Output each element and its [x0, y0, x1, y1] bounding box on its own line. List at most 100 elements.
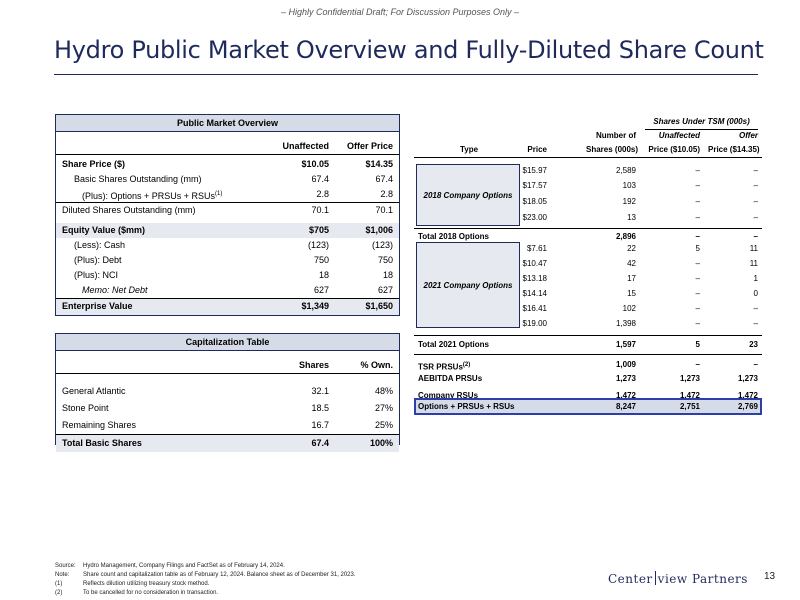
table-row: Share Price ($) $10.05 $14.35: [56, 157, 399, 172]
table-cell: –: [753, 166, 758, 175]
col-number-line2: Shares (000s): [586, 145, 639, 154]
table-cell: –: [753, 232, 758, 241]
centerview-logo: Center view Partners: [608, 571, 748, 586]
table-row: General Atlantic 32.1 48%: [56, 383, 399, 400]
row-value: 627: [377, 285, 393, 295]
row-label: Total Basic Shares: [62, 438, 142, 448]
col-number-line1: Number of: [596, 131, 636, 140]
public-market-overview-panel: Public Market Overview Unaffected Offer …: [55, 114, 400, 316]
table-cell: 17: [627, 274, 636, 283]
table-row: Total Basic Shares 67.4 100%: [56, 434, 399, 452]
options-2018-rows: $15.97 2,589 – – $17.57 103 – – $18.05 192 – – $2…: [414, 164, 762, 244]
table-cell: –: [695, 304, 700, 313]
title-divider: [54, 74, 758, 75]
row-value: 25%: [374, 420, 393, 430]
table-cell: 2,751: [679, 402, 700, 411]
table-cell: $23.00: [522, 213, 547, 222]
table-row: Diluted Shares Outstanding (mm) 70.1 70.…: [56, 202, 399, 218]
table-cell: Company RSUs: [418, 391, 479, 400]
col-shares: Shares: [298, 360, 329, 370]
row-value: 48%: [374, 386, 393, 396]
panel-header: Capitalization Table: [56, 334, 399, 351]
footnote: (1) Reflects dilution utilizing treasury …: [55, 581, 210, 587]
page-title: Hydro Public Market Overview and Fully-D…: [54, 36, 764, 64]
table-cell: Options + PRSUs + RSUs: [418, 402, 515, 411]
row-value: $1,349: [301, 301, 329, 311]
table-cell: $13.18: [522, 274, 547, 283]
column-header-row: Type Price Number of Shares (000s) Unaff…: [414, 129, 762, 158]
table-cell: –: [695, 213, 700, 222]
table-cell: –: [695, 274, 700, 283]
table-row: $19.00 1,398 – –: [414, 316, 762, 331]
table-cell: 1: [753, 274, 758, 283]
table-cell: 8,247: [615, 402, 636, 411]
table-cell: $7.61: [526, 244, 547, 253]
table-cell: 0: [753, 289, 758, 298]
col-offer-price: Offer Price: [346, 141, 393, 151]
table-cell: –: [695, 181, 700, 190]
table-cell: –: [753, 181, 758, 190]
table-cell: 2,769: [737, 402, 758, 411]
table-row: $14.14 15 – 0: [414, 286, 762, 301]
table-cell: Total 2021 Options: [418, 340, 489, 349]
table-cell: –: [753, 360, 758, 369]
table-cell: 1,273: [679, 374, 700, 383]
table-cell: 1,472: [737, 391, 758, 400]
row-label: (Less): Cash: [74, 240, 126, 250]
row-value: (123): [371, 240, 393, 250]
row-value: 16.7: [311, 420, 329, 430]
row-value: $1,650: [365, 301, 393, 311]
row-value: 18: [318, 270, 329, 280]
col-unaffected-line1: Unaffected: [658, 131, 700, 140]
table-cell: 1,472: [615, 391, 636, 400]
col-price: Price: [527, 145, 547, 154]
table-cell: 102: [622, 304, 636, 313]
table-cell: 13: [627, 213, 636, 222]
options-2021-rows: $7.61 22 5 11 $10.47 42 – 11 $13.18 17 – 1 $14.14…: [414, 242, 762, 405]
table-row: $17.57 103 – –: [414, 178, 762, 194]
page-number: 13: [764, 571, 776, 582]
row-label: Memo: Net Debt: [82, 285, 148, 295]
row-label: (Plus): Debt: [74, 255, 122, 265]
column-header-row: Unaffected Offer Price: [56, 132, 399, 155]
table-row: Memo: Net Debt 627 627: [56, 283, 399, 298]
table-cell: 2,896: [615, 232, 636, 241]
footnote: Source: Hydro Management, Company Filings…: [55, 563, 285, 569]
table-cell: $17.57: [522, 181, 547, 190]
table-cell: –: [695, 259, 700, 268]
table-cell: 1,273: [737, 374, 758, 383]
table-cell: –: [695, 289, 700, 298]
table-row: Enterprise Value $1,349 $1,650: [56, 298, 399, 315]
table-cell: 15: [627, 289, 636, 298]
row-value: $1,006: [365, 225, 393, 235]
row-value: 70.1: [311, 205, 329, 215]
total-row: Total 2018 Options 2,896 – –: [414, 228, 762, 244]
tsr-prsu-row: TSR PRSUs(2) 1,009 – –: [414, 354, 762, 372]
column-header-row: Shares % Own.: [56, 351, 399, 374]
row-value: 627: [313, 285, 329, 295]
table-cell: $19.00: [522, 319, 547, 328]
row-label: Remaining Shares: [62, 420, 137, 430]
col-type: Type: [460, 145, 479, 154]
col-unaffected: Unaffected: [282, 141, 329, 151]
share-count-table: Shares Under TSM (000s) Type Price Numbe…: [414, 115, 762, 158]
table-cell: –: [753, 197, 758, 206]
confidential-banner: – Highly Confidential Draft; For Discuss…: [280, 7, 520, 17]
table-cell: –: [695, 197, 700, 206]
table-row: $7.61 22 5 11: [414, 242, 762, 256]
table-row: $15.97 2,589 – –: [414, 164, 762, 178]
table-row: $23.00 13 – –: [414, 210, 762, 226]
table-row: Stone Point 18.5 27%: [56, 400, 399, 417]
table-row: (Less): Cash (123) (123): [56, 238, 399, 253]
row-value: 18.5: [311, 403, 329, 413]
table-cell: 42: [627, 259, 636, 268]
table-row: (Plus): Options + PRSUs + RSUs(1) 2.8 2.…: [56, 187, 399, 202]
row-value: 67.4: [375, 174, 393, 184]
table-cell: Total 2018 Options: [418, 232, 489, 241]
row-label: (Plus): Options + PRSUs + RSUs(1): [82, 191, 223, 201]
table-cell: 1,472: [679, 391, 700, 400]
row-value: 27%: [374, 403, 393, 413]
total-row: Total 2021 Options 1,597 5 23: [414, 335, 762, 352]
table-cell: –: [695, 319, 700, 328]
row-label: Equity Value ($mm): [62, 225, 146, 235]
